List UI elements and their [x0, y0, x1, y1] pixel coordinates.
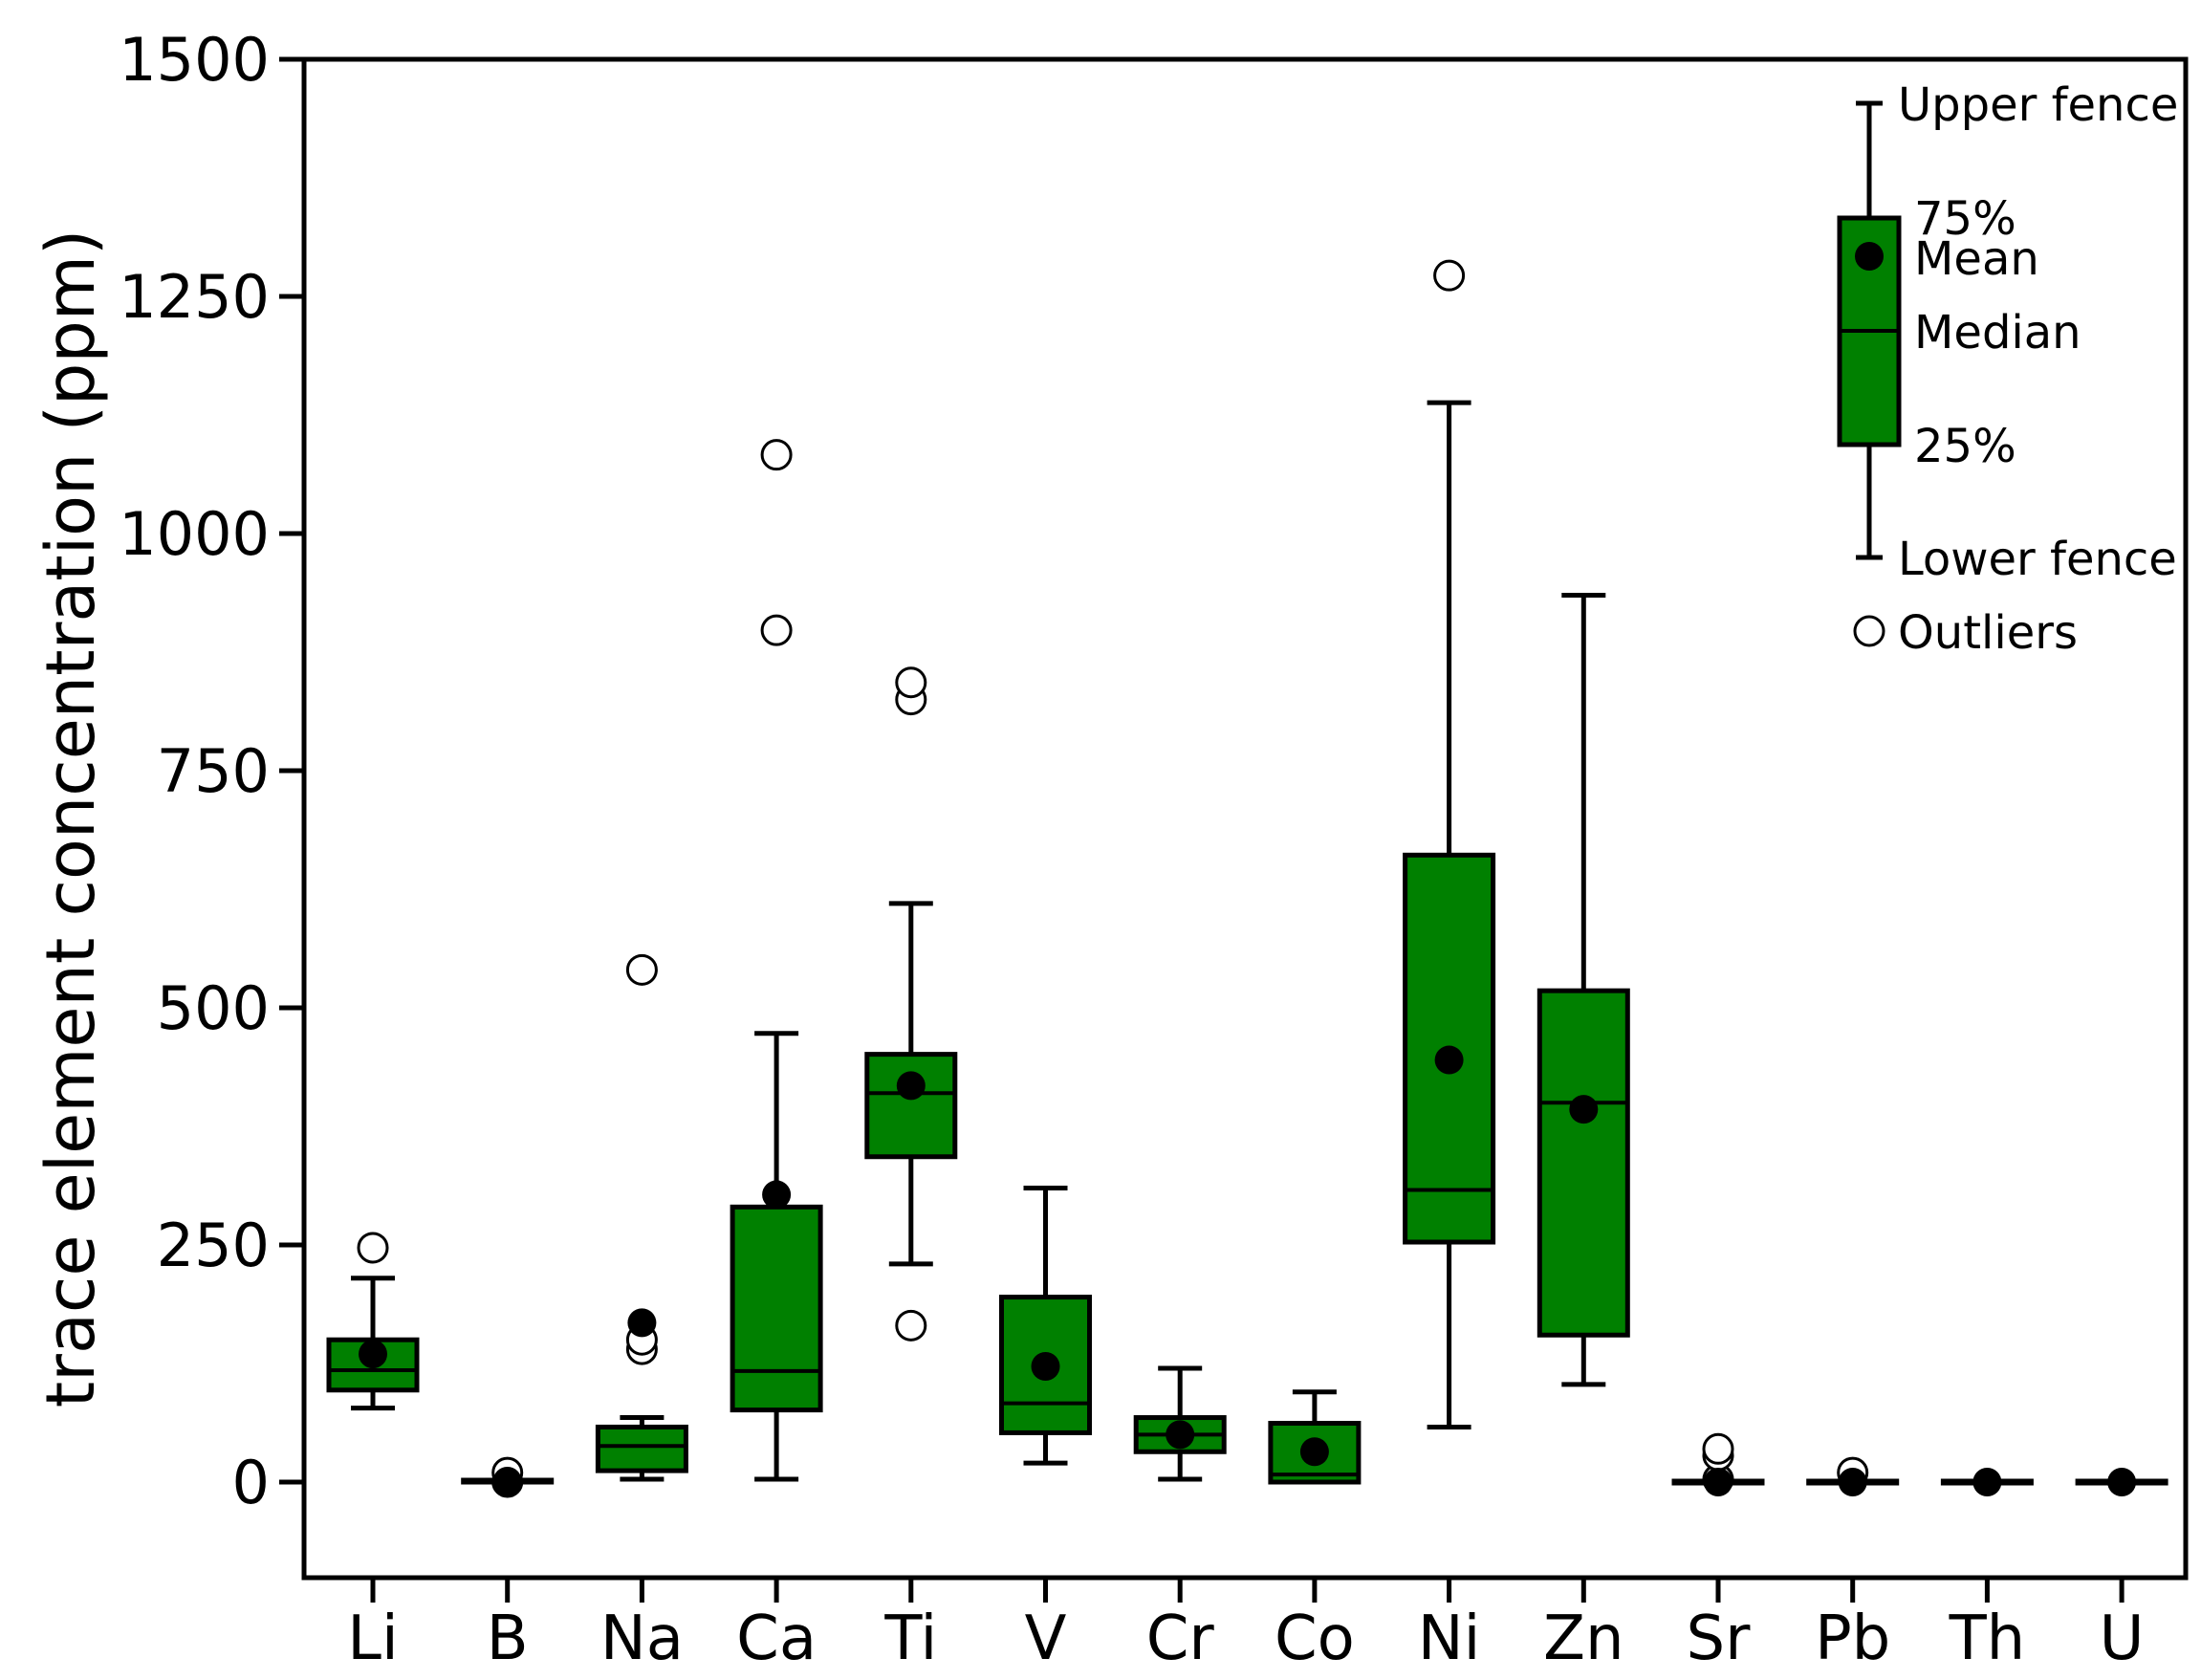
- mean-marker: [1838, 1468, 1867, 1496]
- mean-marker: [627, 1308, 657, 1338]
- box-zn: [1536, 592, 1630, 1387]
- iqr-box: [999, 1295, 1092, 1435]
- outlier-marker: [760, 614, 793, 646]
- x-category-label: Pb: [1815, 1604, 1890, 1674]
- y-tick-label: 0: [232, 1448, 270, 1517]
- x-category-label: Li: [347, 1604, 398, 1674]
- box-ca: [730, 439, 823, 1482]
- legend-mean-marker: [1855, 242, 1884, 271]
- y-axis: 0 250 500 750 1000 1250 1500: [119, 25, 304, 1517]
- iqr-box: [1536, 988, 1630, 1338]
- y-tick-label: 1500: [119, 25, 270, 95]
- box-series: [326, 259, 2168, 1498]
- mean-marker: [359, 1340, 387, 1369]
- x-axis: Li B Na Ca Ti V Cr Co Ni Zn Sr Pb Th U: [347, 1578, 2145, 1674]
- mean-marker: [1299, 1437, 1329, 1467]
- x-category-label: Sr: [1687, 1604, 1752, 1674]
- box-th: [1940, 1468, 2034, 1496]
- outlier-marker: [895, 666, 927, 699]
- legend-q3-label: 75%: [1914, 192, 2016, 246]
- mean-marker: [896, 1071, 926, 1101]
- legend-median-label: Median: [1914, 306, 2081, 360]
- legend-outliers-label: Outliers: [1898, 606, 2078, 660]
- box-li: [326, 1232, 420, 1411]
- box-sr: [1671, 1432, 1765, 1496]
- box-ni: [1403, 259, 1496, 1429]
- box-cr: [1133, 1365, 1227, 1482]
- y-tick-label: 500: [157, 973, 270, 1043]
- mean-marker: [1434, 1045, 1464, 1075]
- mean-marker: [2107, 1468, 2137, 1496]
- x-category-label: V: [1025, 1604, 1067, 1674]
- outlier-marker: [1702, 1432, 1734, 1465]
- box-b: [461, 1456, 555, 1498]
- mean-marker: [492, 1467, 522, 1496]
- mean-marker: [1972, 1468, 2002, 1496]
- y-tick-label: 250: [157, 1211, 270, 1280]
- y-axis-title: trace element concentration (ppm): [32, 229, 110, 1408]
- mean-marker: [1166, 1420, 1195, 1450]
- iqr-box: [730, 1204, 823, 1413]
- box-ti: [864, 666, 958, 1342]
- plot-frame: [301, 56, 2189, 1581]
- x-category-label: Th: [1949, 1604, 2026, 1674]
- outlier-marker: [1433, 259, 1466, 292]
- box-co: [1268, 1389, 1362, 1485]
- legend-lower-fence-label: Lower fence: [1898, 533, 2177, 586]
- box-na: [595, 953, 688, 1482]
- x-category-label: Ca: [736, 1604, 817, 1674]
- iqr-box: [864, 1052, 958, 1160]
- outlier-marker: [625, 953, 658, 986]
- mean-marker: [1031, 1351, 1060, 1381]
- x-category-label: U: [2100, 1604, 2145, 1674]
- legend-upper-fence-label: Upper fence: [1898, 78, 2178, 132]
- y-tick-label: 1000: [119, 499, 270, 569]
- x-category-label: Zn: [1543, 1604, 1624, 1674]
- y-tick-label: 1250: [119, 262, 270, 332]
- legend: Upper fence 75% Mean Median 25% Lower fe…: [1837, 78, 2178, 660]
- box-u: [2075, 1468, 2168, 1496]
- iqr-box: [595, 1424, 688, 1473]
- mean-marker: [1569, 1095, 1599, 1124]
- x-category-label: Co: [1275, 1604, 1355, 1674]
- outlier-marker: [895, 1309, 927, 1342]
- outlier-marker: [357, 1232, 389, 1264]
- y-tick-label: 750: [157, 736, 270, 806]
- x-category-label: B: [487, 1604, 529, 1674]
- legend-mean-label: Mean: [1914, 232, 2039, 286]
- outlier-marker: [760, 439, 793, 471]
- mean-marker: [1704, 1468, 1732, 1496]
- box-pb: [1806, 1456, 1900, 1496]
- x-category-label: Na: [600, 1604, 684, 1674]
- box-v: [999, 1185, 1092, 1466]
- legend-q1-label: 25%: [1914, 420, 2016, 473]
- x-category-label: Ni: [1418, 1604, 1481, 1674]
- x-category-label: Cr: [1146, 1604, 1215, 1674]
- x-category-label: Ti: [883, 1604, 937, 1674]
- legend-outlier-marker: [1853, 615, 1885, 647]
- mean-marker: [762, 1180, 792, 1210]
